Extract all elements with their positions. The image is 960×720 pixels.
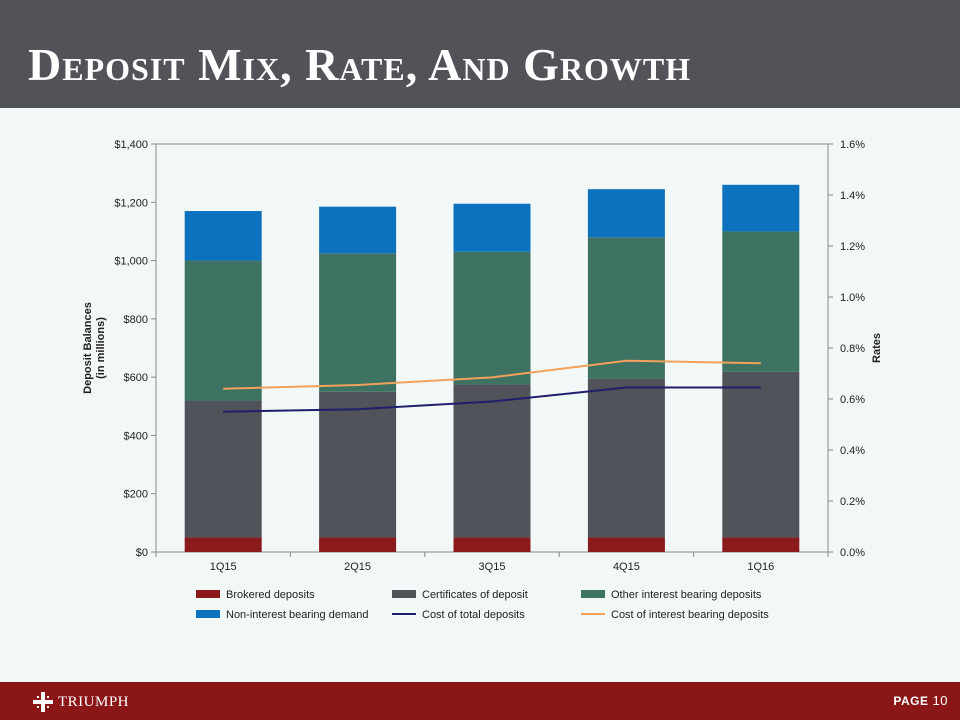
bar-other-interest-bearing-deposits-1q16 bbox=[722, 231, 800, 372]
y2-tick-label: 1.6% bbox=[840, 139, 865, 151]
y-tick-label: $200 bbox=[124, 489, 148, 501]
bar-other-interest-bearing-deposits-3q15 bbox=[453, 251, 531, 385]
bar-non-interest-bearing-demand-2q15 bbox=[319, 206, 397, 254]
y-tick-label: $1,400 bbox=[114, 139, 148, 151]
bar-non-interest-bearing-demand-1q15 bbox=[184, 211, 262, 261]
y-tick-label: $1,200 bbox=[114, 197, 148, 209]
y2-tick-label: 0.6% bbox=[840, 394, 865, 406]
bar-certificates-of-deposit-3q15 bbox=[453, 384, 531, 538]
page-label: PAGE bbox=[893, 694, 929, 708]
y2-tick-label: 1.2% bbox=[840, 241, 865, 253]
footer-bar bbox=[0, 682, 960, 720]
y2-tick-label: 0.8% bbox=[840, 343, 865, 355]
deposit-mix-chart: 1Q15 2Q15 3Q15 4Q15 1Q16 $0 $200 $400 $600 $800 $1… bbox=[82, 139, 883, 621]
bar-other-interest-bearing-deposits-4q15 bbox=[587, 237, 665, 379]
legend-label-non-interest-bearing-demand: Non-interest bearing demand bbox=[226, 609, 368, 621]
y2-tick-label: 0.2% bbox=[840, 496, 865, 508]
x-tick-label: 4Q15 bbox=[613, 561, 640, 573]
x-tick-label: 1Q16 bbox=[747, 561, 774, 573]
legend-label-other-interest-bearing-deposits: Other interest bearing deposits bbox=[611, 589, 762, 601]
y-tick-label: $1,000 bbox=[114, 256, 148, 268]
bar-certificates-of-deposit-1q15 bbox=[184, 400, 262, 538]
triumph-logo: TRIUMPH bbox=[32, 690, 129, 714]
header-bar bbox=[0, 0, 960, 108]
legend-label-brokered-deposits: Brokered deposits bbox=[226, 589, 315, 601]
y-tick-label: $800 bbox=[124, 314, 148, 326]
bar-other-interest-bearing-deposits-2q15 bbox=[319, 253, 397, 392]
bar-brokered-deposits-4q15 bbox=[587, 537, 665, 552]
bar-brokered-deposits-3q15 bbox=[453, 537, 531, 552]
x-tick-label: 2Q15 bbox=[344, 561, 371, 573]
y2-tick-label: 0.4% bbox=[840, 445, 865, 457]
line-cost-of-total-deposits bbox=[223, 386, 761, 413]
bar-brokered-deposits-2q15 bbox=[319, 537, 397, 552]
bar-certificates-of-deposit-2q15 bbox=[319, 391, 397, 538]
legend-label-certificates-of-deposit: Certificates of deposit bbox=[422, 589, 528, 601]
bar-non-interest-bearing-demand-4q15 bbox=[587, 189, 665, 238]
legend-swatch-other-interest-bearing-deposits bbox=[581, 590, 605, 598]
page-number-value: 10 bbox=[932, 693, 948, 708]
legend-label-cost-of-total-deposits: Cost of total deposits bbox=[422, 609, 525, 621]
y2-tick-label: 1.0% bbox=[840, 292, 865, 304]
y2-tick-label: 0.0% bbox=[840, 547, 865, 559]
page-title: Deposit Mix, Rate, And Growth bbox=[28, 39, 692, 90]
bar-certificates-of-deposit-4q15 bbox=[587, 378, 665, 538]
page-number: PAGE 10 bbox=[893, 693, 948, 708]
legend-swatch-certificates-of-deposit bbox=[392, 590, 416, 598]
y2-tick-label: 1.4% bbox=[840, 190, 865, 202]
y-tick-label: $600 bbox=[124, 372, 148, 384]
bar-brokered-deposits-1q15 bbox=[184, 537, 262, 552]
logo-text: TRIUMPH bbox=[58, 693, 130, 710]
legend-swatch-non-interest-bearing-demand bbox=[196, 610, 220, 618]
triumph-cross-icon bbox=[33, 692, 53, 712]
bar-brokered-deposits-1q16 bbox=[722, 537, 800, 552]
y-axis-title-line: Deposit Balances bbox=[82, 302, 94, 394]
y-tick-label: $400 bbox=[124, 430, 148, 442]
bar-other-interest-bearing-deposits-1q15 bbox=[184, 260, 262, 401]
bar-non-interest-bearing-demand-1q16 bbox=[722, 184, 800, 232]
bar-certificates-of-deposit-1q16 bbox=[722, 371, 800, 538]
bar-non-interest-bearing-demand-3q15 bbox=[453, 203, 531, 252]
y-axis-title: Deposit Balances(in millions) bbox=[82, 302, 107, 394]
y-axis-title-line: (in millions) bbox=[95, 317, 107, 379]
y2-axis-title: Rates bbox=[871, 333, 883, 363]
x-tick-label: 1Q15 bbox=[210, 561, 237, 573]
legend-label-cost-of-interest-bearing-deposits: Cost of interest bearing deposits bbox=[611, 609, 769, 621]
line-cost-of-interest-bearing-deposits bbox=[223, 359, 761, 390]
legend-swatch-brokered-deposits bbox=[196, 590, 220, 598]
y-tick-label: $0 bbox=[136, 547, 148, 559]
x-tick-label: 3Q15 bbox=[479, 561, 506, 573]
